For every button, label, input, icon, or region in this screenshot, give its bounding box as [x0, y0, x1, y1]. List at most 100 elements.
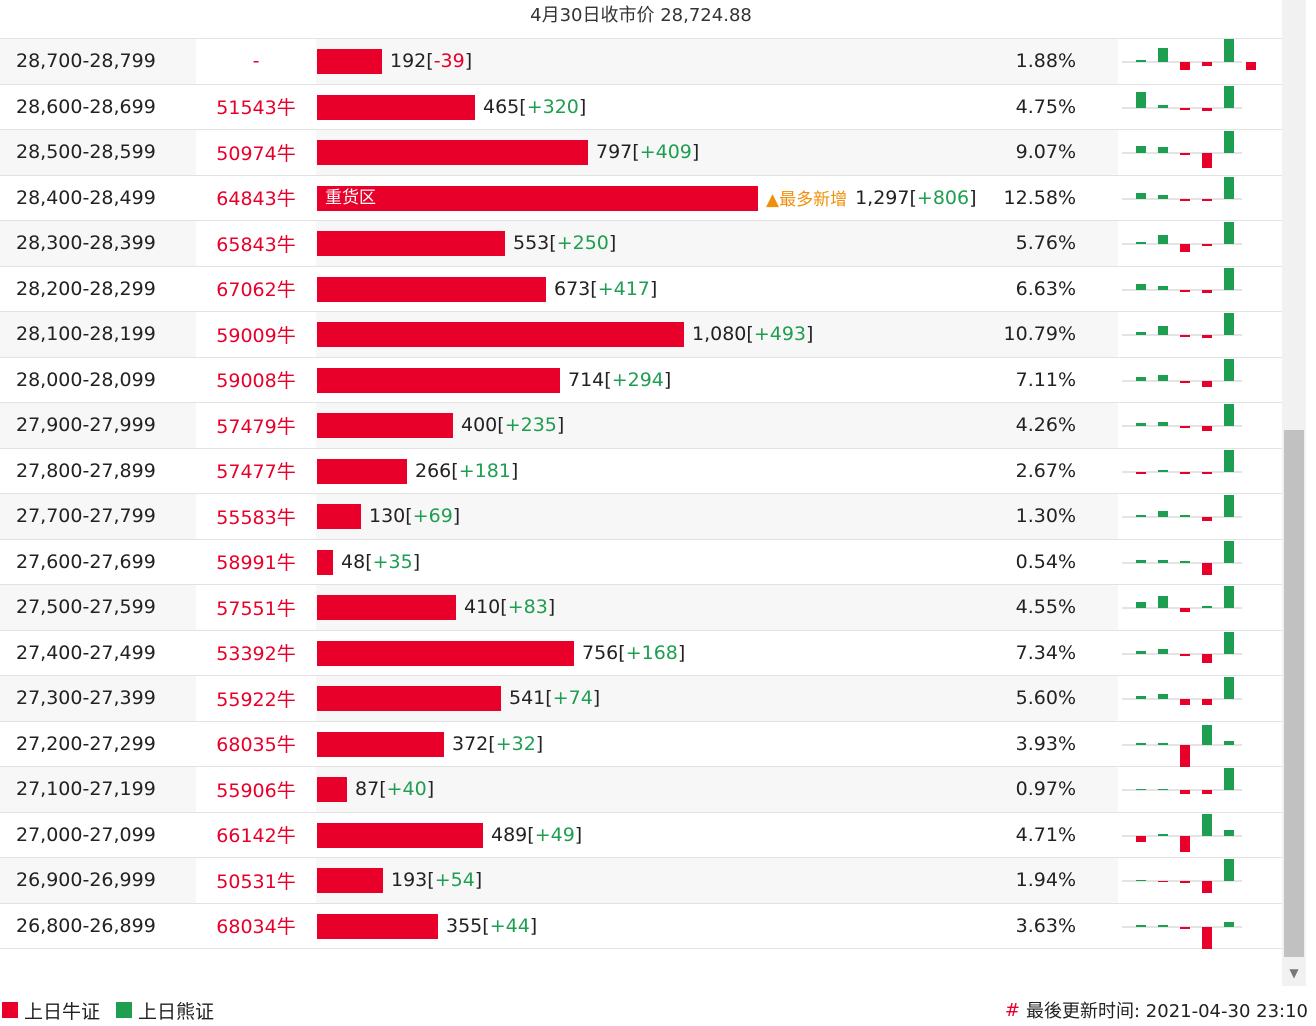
volume-change: +74 [552, 687, 593, 710]
warrant-code-link[interactable]: 68034牛 [196, 903, 316, 948]
mini-bar [1158, 235, 1168, 244]
price-range: 27,500-27,599 [16, 596, 156, 619]
last-updated: # 最後更新时间: 2021-04-30 23:10 [1005, 996, 1308, 1024]
volume-number: 1,297 [855, 186, 910, 209]
mini-bar [1158, 789, 1168, 790]
volume-value: 714 [+294] [568, 368, 672, 391]
mini-bar [1136, 789, 1146, 790]
volume-number: 192 [390, 50, 427, 73]
warrant-code-link[interactable]: 57477牛 [196, 448, 316, 493]
mini-bar [1158, 833, 1168, 836]
warrant-code-link[interactable]: 59008牛 [196, 357, 316, 402]
mini-bar [1158, 596, 1168, 608]
mini-history-chart [1118, 84, 1282, 129]
mini-bar [1224, 677, 1234, 699]
warrant-code-link[interactable]: 50531牛 [196, 858, 316, 903]
warrant-code-link[interactable]: 50974牛 [196, 130, 316, 175]
mini-bar [1136, 283, 1146, 290]
warrant-code-link[interactable]: 66142牛 [196, 812, 316, 857]
price-range: 28,300-28,399 [16, 232, 156, 255]
volume-value: 541 [+74] [509, 687, 601, 710]
mini-bar [1202, 813, 1212, 836]
volume-value: 266 [+181] [415, 459, 519, 482]
volume-change: +181 [458, 459, 511, 482]
volume-change: +493 [753, 323, 807, 346]
table-row: 27,100-27,199 55906牛 87 [+40] 0.97% [0, 767, 1282, 813]
percentage: 2.67% [1015, 459, 1076, 482]
table-row: 27,300-27,399 55922牛 541 [+74] 5.60% [0, 676, 1282, 722]
volume-number: 465 [483, 95, 520, 118]
mini-bar [1180, 107, 1190, 110]
volume-bar [317, 777, 347, 802]
percentage: 4.75% [1015, 95, 1076, 118]
warrant-code-link[interactable]: 55922牛 [196, 676, 316, 721]
warrant-code-link[interactable]: 53392牛 [196, 630, 316, 675]
volume-bar [317, 322, 684, 347]
warrant-code-link[interactable]: 51543牛 [196, 84, 316, 129]
volume-change: +35 [372, 550, 413, 573]
warrant-code-link[interactable]: 55906牛 [196, 767, 316, 812]
mini-bar [1224, 131, 1234, 153]
warrant-code-link[interactable]: 65843牛 [196, 221, 316, 266]
mini-history-chart [1118, 585, 1282, 630]
mini-bar [1158, 559, 1168, 563]
volume-change: +294 [611, 368, 664, 391]
mini-bar [1224, 85, 1234, 108]
warrant-code-link[interactable]: 58991牛 [196, 539, 316, 584]
volume-value: 673 [+417] [554, 277, 658, 300]
scroll-down-arrow-icon[interactable]: ▼ [1289, 966, 1299, 980]
warrant-code-link[interactable]: 59009牛 [196, 312, 316, 357]
mini-bar [1202, 926, 1212, 949]
mini-history-chart [1118, 448, 1282, 493]
mini-bar [1158, 285, 1168, 290]
table-row: 27,600-27,699 58991牛 48 [+35] 0.54% [0, 539, 1282, 585]
mini-history-chart [1118, 175, 1282, 220]
mini-bar [1136, 559, 1146, 563]
mini-bar [1136, 835, 1146, 842]
mini-bar [1180, 244, 1190, 252]
table-row: 27,200-27,299 68035牛 372 [+32] 3.93% [0, 721, 1282, 767]
volume-bar [317, 413, 453, 438]
table-row: 27,800-27,899 57477牛 266 [+181] 2.67% [0, 448, 1282, 494]
mini-bar [1202, 471, 1212, 474]
mini-bar [1158, 742, 1168, 745]
warrant-code-link[interactable]: 64843牛 [196, 175, 316, 220]
mini-history-chart [1118, 903, 1282, 949]
mini-bar [1180, 380, 1190, 383]
volume-bar: 重货区 [317, 185, 758, 211]
volume-value: 372 [+32] [452, 732, 544, 755]
volume-change: +417 [597, 277, 650, 300]
mini-bar [1136, 332, 1146, 335]
mini-bar [1180, 926, 1190, 929]
mini-bar [1202, 653, 1212, 663]
volume-bar [317, 367, 560, 393]
mini-history-chart [1118, 221, 1282, 266]
mini-bar [1202, 724, 1212, 745]
warrant-code-link[interactable]: 67062牛 [196, 266, 316, 311]
mini-bar [1224, 267, 1234, 290]
mini-bar [1136, 242, 1146, 244]
volume-number: 553 [513, 232, 550, 255]
volume-change: +83 [507, 596, 548, 619]
warrant-code-link[interactable]: 68035牛 [196, 721, 316, 766]
volume-number: 48 [341, 550, 366, 573]
mini-bar [1180, 608, 1190, 612]
hash-icon: # [1004, 999, 1020, 1021]
vertical-scrollbar[interactable]: ▼ [1282, 0, 1306, 986]
warrant-code-link[interactable]: 57479牛 [196, 403, 316, 448]
volume-bar [317, 686, 501, 711]
mini-bar [1180, 744, 1190, 767]
percentage: 0.54% [1015, 550, 1076, 573]
mini-bar [1224, 449, 1234, 472]
warrant-code-link[interactable]: 57551牛 [196, 585, 316, 630]
mini-history-chart [1118, 630, 1282, 675]
heavy-zone-label: 重货区 [325, 187, 376, 208]
volume-bar [317, 458, 407, 484]
volume-number: 193 [391, 869, 428, 892]
legend-bear-label: 上日熊证 [138, 1000, 215, 1023]
volume-number: 130 [369, 505, 406, 528]
scrollbar-thumb[interactable] [1284, 430, 1304, 957]
mini-bar [1180, 426, 1190, 428]
percentage: 4.55% [1015, 596, 1076, 619]
warrant-code-link[interactable]: 55583牛 [196, 494, 316, 539]
